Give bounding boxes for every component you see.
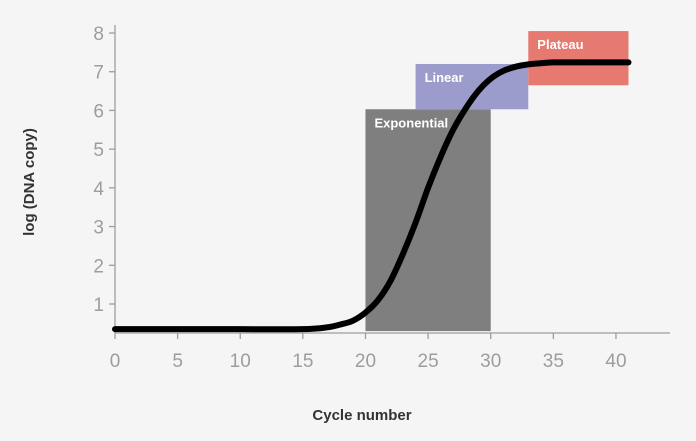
y-tick-label: 5	[93, 140, 104, 161]
x-tick-label: 10	[230, 351, 251, 372]
tick-labels: 1 2 3 4 5 6 7 8 0 5 10 15 20 25 30 35 40	[93, 24, 626, 372]
x-tick-label: 0	[110, 351, 121, 372]
x-tick-label: 20	[355, 351, 376, 372]
x-tick-label: 40	[605, 351, 626, 372]
amplification-curve	[112, 59, 632, 333]
region-label-exponential: Exponential	[374, 115, 448, 130]
y-tick-label: 6	[93, 101, 104, 122]
y-tick-label: 8	[93, 24, 104, 45]
x-tick-label: 30	[480, 351, 501, 372]
region-label-plateau: Plateau	[537, 37, 583, 52]
y-tick-label: 7	[93, 63, 104, 84]
x-tick-label: 15	[292, 351, 313, 372]
y-axis-title: log (DNA copy)	[21, 128, 38, 236]
region-label-linear: Linear	[425, 70, 464, 85]
y-tick-label: 2	[93, 256, 104, 277]
phase-labels: Exponential Linear Plateau	[374, 37, 583, 130]
amplification-curve-layer	[112, 59, 632, 333]
y-tick-label: 4	[93, 179, 104, 200]
axes	[109, 25, 670, 339]
y-tick-label: 1	[93, 295, 104, 316]
region-exponential	[365, 109, 491, 332]
x-tick-label: 5	[172, 351, 183, 372]
region-plateau	[528, 31, 629, 86]
x-tick-label: 35	[543, 351, 564, 372]
x-axis-title: Cycle number	[312, 407, 411, 424]
y-tick-label: 3	[93, 218, 104, 239]
x-tick-label: 25	[418, 351, 439, 372]
